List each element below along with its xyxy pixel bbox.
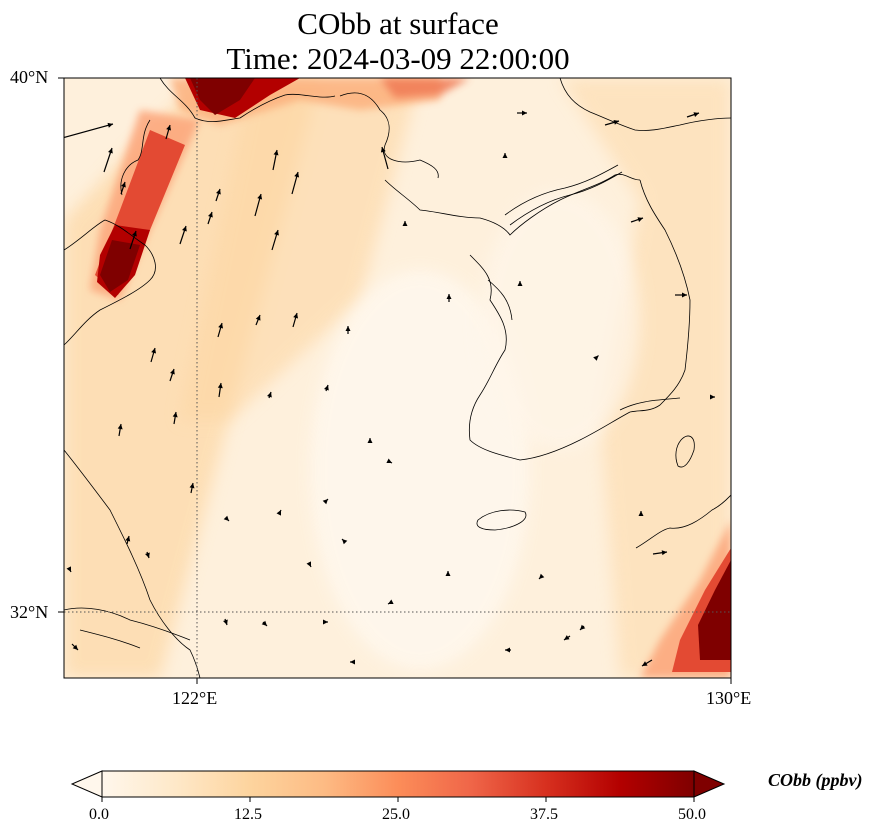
wind-arrow-head [117,424,123,430]
wind-arrow-head [402,221,408,226]
wind-arrow-head [322,499,328,505]
colorbar-gradient [102,771,694,797]
wind-arrow-head [218,323,224,329]
axis-ticks [58,77,732,684]
wind-arrow-head [72,644,78,650]
wind-arrow-head [345,326,351,331]
wind-arrow-head [710,394,715,400]
wind-arrow-head [145,552,150,558]
colorbar-tick-4: 50.0 [678,806,706,823]
wind-arrow-head [125,536,131,542]
wind-arrow [64,123,114,139]
concentration-field [64,78,731,678]
colorbar-title: CObb (ppbv) [768,770,863,790]
wind-arrow-head [446,294,452,299]
wind-arrow-head [217,383,223,389]
wind-arrow-head [637,217,643,222]
wind-arrow-head [189,483,195,489]
wind-arrow-head [564,635,570,640]
wind-arrow-head [324,385,329,391]
wind-arrow-head [66,566,71,572]
wind-arrow-head [267,392,272,398]
wind-arrow-head [261,620,267,626]
wind-arrow-head [386,458,392,463]
wind-arrow-head [166,125,172,131]
map-frame [63,77,732,679]
colorbar-tick-3: 37.5 [530,806,558,823]
wind-arrow-head [273,150,279,156]
wind-arrow-head [216,189,221,195]
wind-arrow-head [613,119,619,125]
wind-arrow-head [107,122,113,128]
colorbar-extend-min [70,770,103,798]
coastlines [64,78,731,678]
wind-arrow-head [108,148,113,154]
wind-arrow-head [257,194,263,200]
wind-arrow-head [517,281,523,286]
wind-arrow-head [255,315,261,321]
wind-arrow-head [121,182,126,188]
wind-arrow-head [223,619,228,625]
lon-tick-label-130e: 130°E [706,688,752,708]
wind-arrow-head [367,438,373,443]
wind-arrow-head [323,619,328,625]
gridlines [64,78,731,678]
wind-arrow-head [380,147,386,153]
lon-tick-label-122e: 122°E [172,688,218,708]
wind-arrow-head [170,369,175,375]
wind-arrow-head [182,226,187,232]
wind-vectors [64,110,715,667]
colorbar-tick-2: 25.0 [382,806,410,823]
map-title-line1: CObb at surface [297,6,499,41]
wind-arrow-head [172,412,178,418]
wind-arrow-head [276,510,281,516]
wind-arrow-head [294,172,300,178]
wind-arrow-head [693,112,699,117]
wind-arrow-head [208,212,213,218]
wind-arrow-head [661,550,667,556]
wind-arrow-head [293,313,299,319]
lat-tick-label-40n: 40°N [10,67,49,87]
lat-tick-label-32n: 32°N [10,602,49,622]
map-title-line2: Time: 2024-03-09 22:00:00 [226,41,570,76]
wind-arrow-head [580,624,586,630]
wind-arrow-head [151,348,157,354]
wind-arrow-head [522,110,527,116]
wind-arrow-head [342,539,348,545]
wind-arrow-head [274,230,279,236]
wind-arrow-head [388,599,394,604]
wind-arrow-head [223,515,229,521]
colorbar [70,770,726,802]
colorbar-tick-1: 12.5 [234,806,262,823]
wind-arrow-head [505,647,510,653]
wind-arrow-head [539,573,545,579]
wind-arrow-head [306,561,311,567]
wind-arrow-head [350,659,355,665]
colorbar-tick-0: 0.0 [89,806,109,823]
wind-arrow-head [642,661,648,666]
colorbar-extend-max [693,770,726,798]
wind-arrow-head [502,153,508,158]
wind-arrow-head [593,355,599,361]
wind-arrow-head [445,571,451,576]
wind-arrow-head [638,511,644,516]
wind-arrow-head [682,292,687,298]
wind-arrow-head [132,231,137,237]
